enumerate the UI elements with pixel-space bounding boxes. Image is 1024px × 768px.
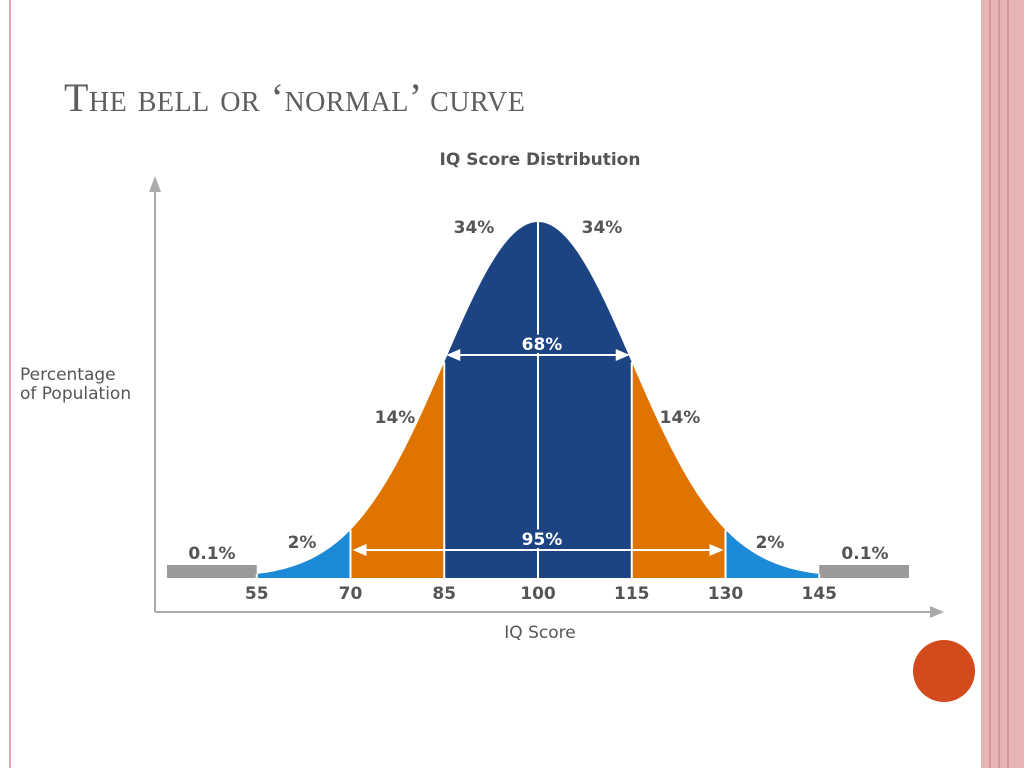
slide-right-line — [1007, 0, 1009, 768]
y-axis-label-line: Percentage — [20, 365, 116, 385]
band-percent-label: 14% — [660, 408, 701, 428]
tail-band — [819, 565, 909, 578]
x-tick-label: 55 — [245, 584, 269, 604]
distribution-band — [350, 362, 445, 578]
band-percent-label: 0.1% — [188, 544, 235, 564]
distribution-band — [256, 529, 351, 578]
decorative-circle — [913, 640, 975, 702]
band-percent-label: 2% — [288, 533, 317, 553]
distribution-band — [444, 222, 538, 578]
band-percent-label: 34% — [582, 218, 623, 238]
span-label: 68% — [522, 335, 563, 355]
x-tick-label: 130 — [708, 584, 744, 604]
slide-right-line — [998, 0, 1000, 768]
x-tick-label: 70 — [339, 584, 363, 604]
x-tick-label: 115 — [614, 584, 650, 604]
tail-band — [167, 565, 257, 578]
plot-area: 68% 95% 0.1% 2% 14% 34% 34% 14% 2% 0.1% 55 70 85 100 1… — [149, 176, 944, 618]
x-tick-label: 100 — [520, 584, 556, 604]
x-tick-label: 85 — [432, 584, 456, 604]
span-arrow-head — [352, 544, 367, 556]
y-axis-label-line: of Population — [20, 384, 131, 404]
distribution-band — [725, 529, 820, 578]
chart-title: IQ Score Distribution — [440, 150, 641, 170]
distribution-band — [538, 222, 632, 578]
y-axis-arrow — [149, 176, 161, 192]
iq-distribution-chart: IQ Score Distribution Percentage of Popu… — [20, 150, 944, 643]
x-axis-label: IQ Score — [504, 623, 575, 643]
band-percent-label: 0.1% — [841, 544, 888, 564]
slide-title: The bell or ‘normal’ curve — [64, 75, 526, 120]
x-tick-label: 145 — [802, 584, 838, 604]
slide-right-line — [989, 0, 991, 768]
band-percent-label: 14% — [375, 408, 416, 428]
span-arrow-head — [615, 349, 630, 361]
slide-left-rule — [9, 0, 11, 768]
span-label: 95% — [522, 530, 563, 550]
span-arrow-head — [709, 544, 724, 556]
x-axis-arrow — [930, 606, 944, 618]
slide-right-band — [981, 0, 1024, 768]
band-percent-label: 34% — [454, 218, 495, 238]
span-arrow-head — [446, 349, 461, 361]
distribution-band — [631, 362, 726, 578]
band-percent-label: 2% — [756, 533, 785, 553]
